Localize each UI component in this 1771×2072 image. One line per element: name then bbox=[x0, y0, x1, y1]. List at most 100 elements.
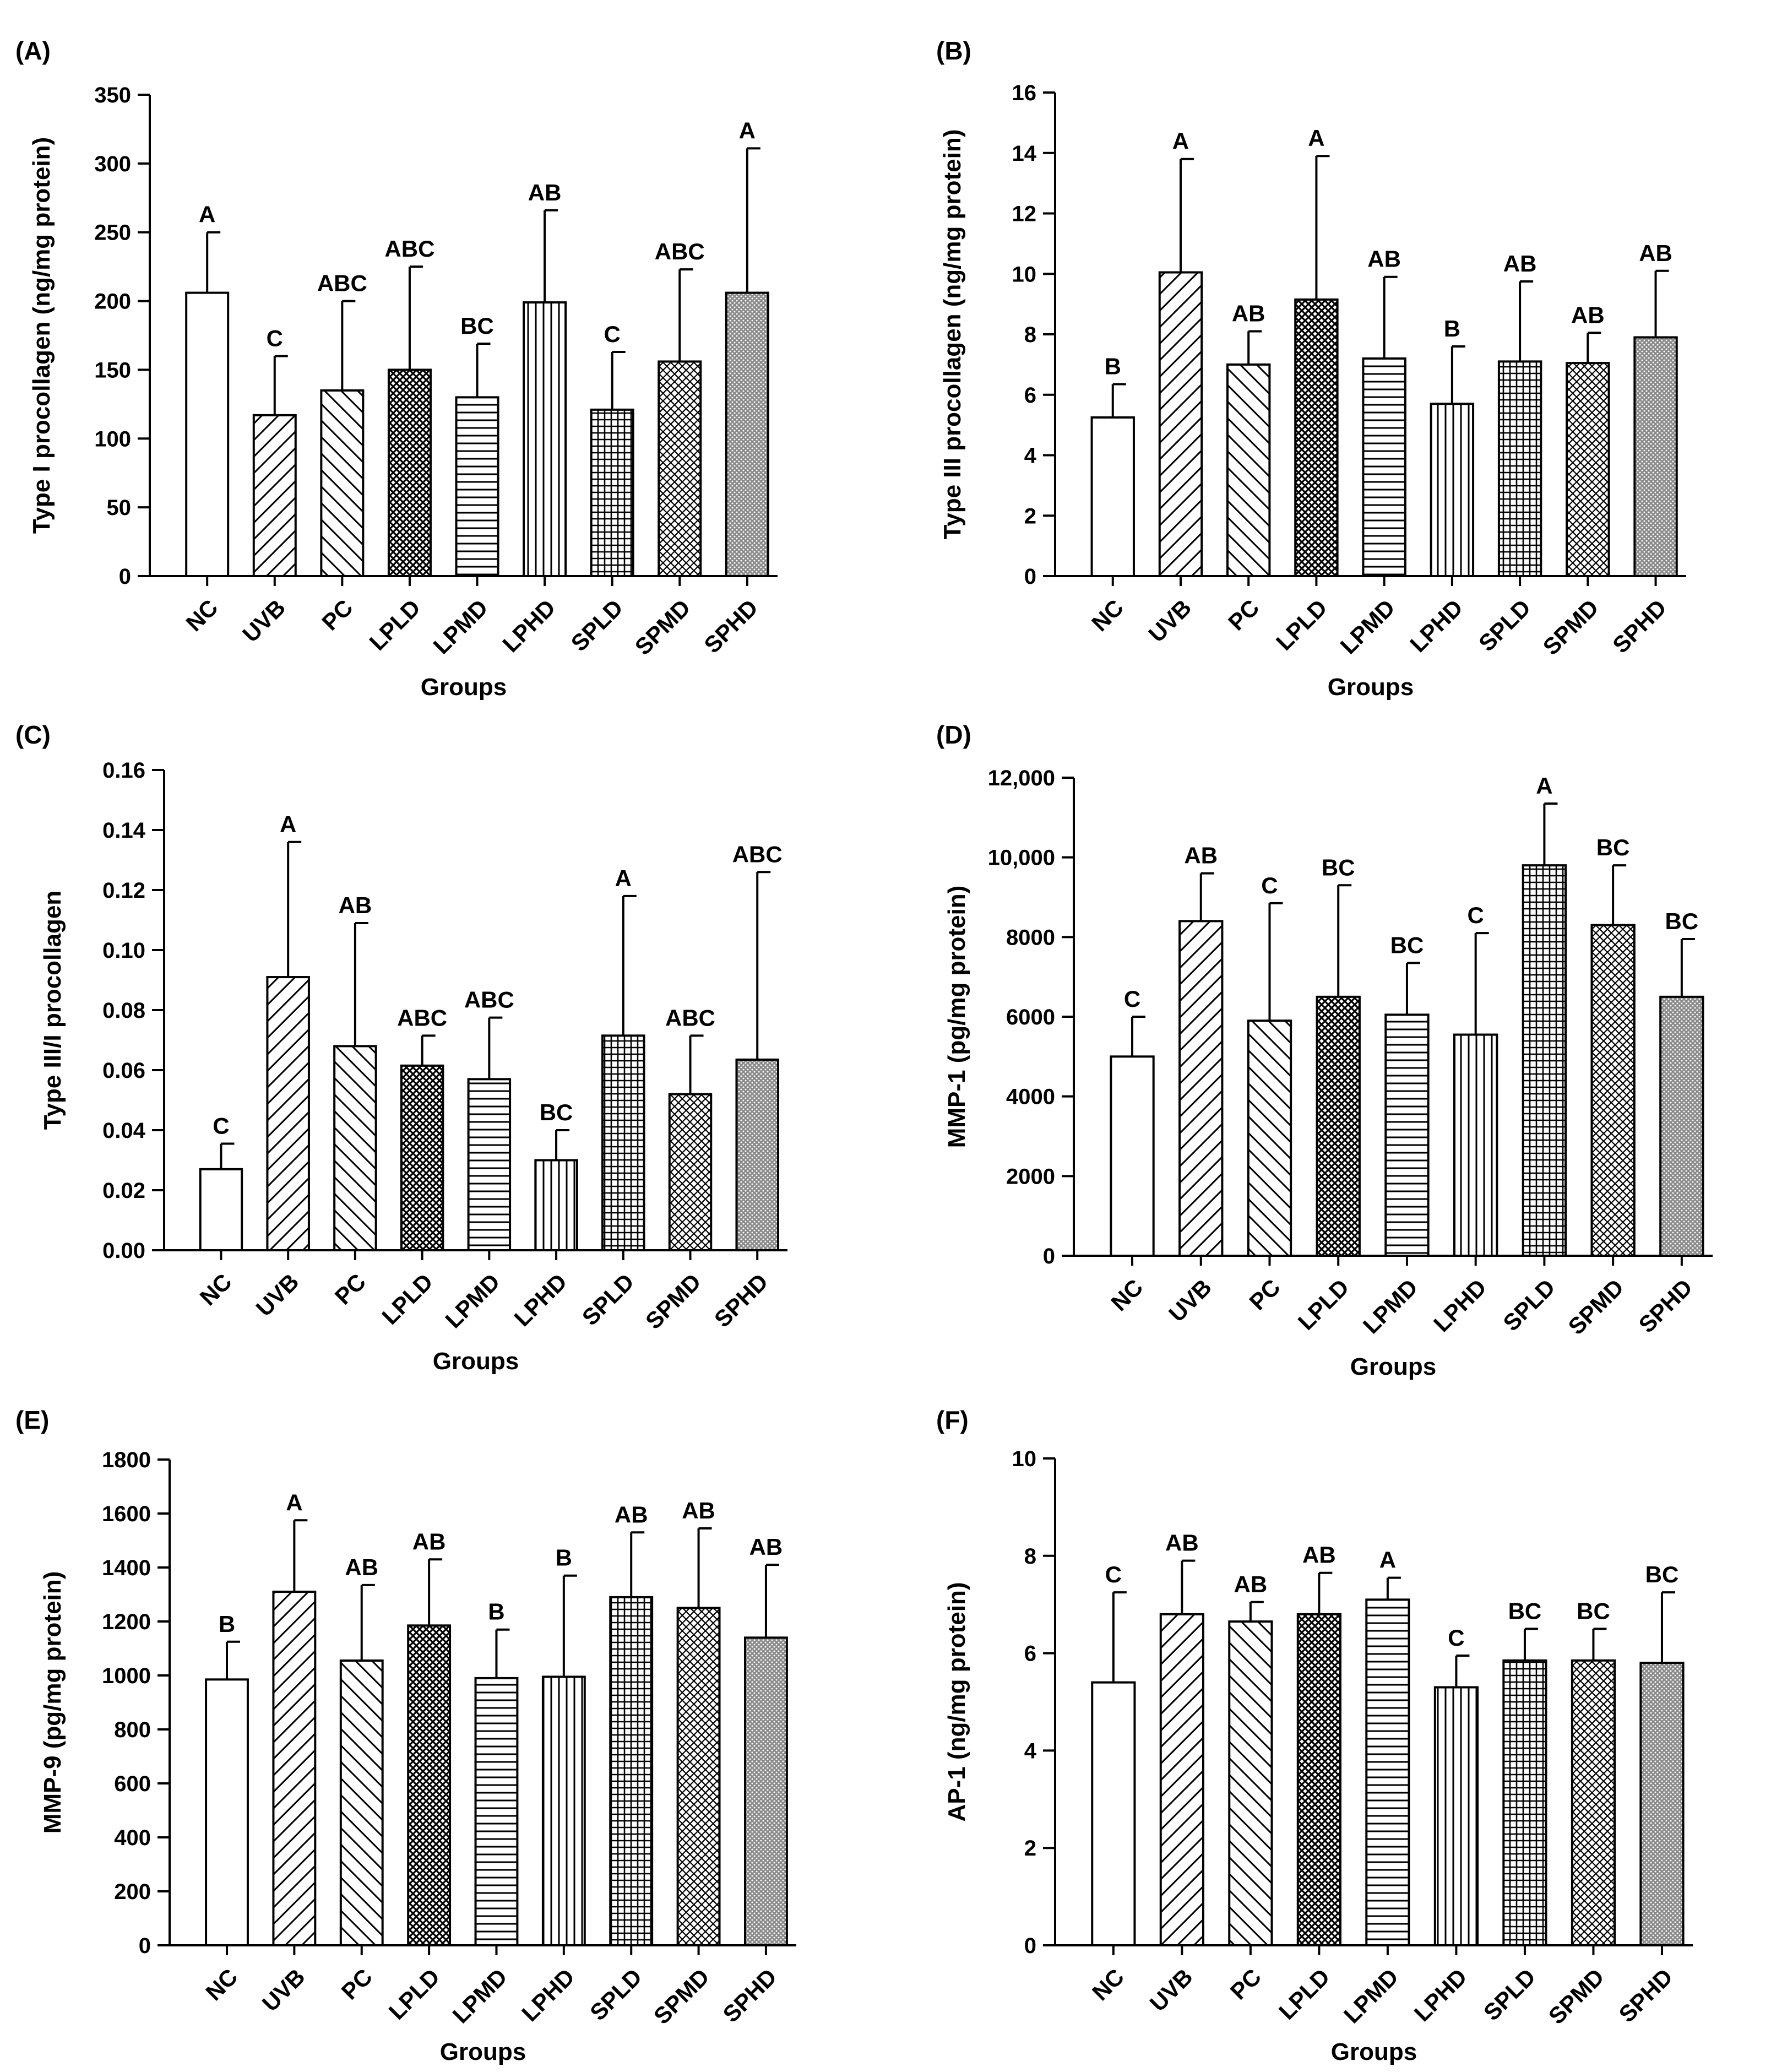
bar-spld bbox=[590, 408, 634, 577]
x-tick-label: NC bbox=[181, 594, 222, 636]
x-tick-label: NC bbox=[200, 1963, 242, 2005]
y-axis-title: MMP-9 (pg/mg protein) bbox=[39, 1571, 66, 1834]
bar-lpld bbox=[1296, 1613, 1341, 1946]
significance-label: AB bbox=[345, 1554, 378, 1580]
x-tick-label: SPHD bbox=[1607, 594, 1671, 658]
y-tick-label: 0 bbox=[1024, 565, 1036, 589]
y-tick-label: 4 bbox=[1024, 1739, 1037, 1763]
significance-label: AB bbox=[1165, 1530, 1199, 1556]
y-tick-label: 16 bbox=[1012, 81, 1037, 105]
x-tick-label: PC bbox=[330, 1268, 371, 1310]
significance-label: B bbox=[488, 1599, 504, 1625]
x-tick-label: UVB bbox=[1145, 1963, 1198, 2016]
bar-uvb bbox=[1178, 920, 1224, 1257]
y-tick-label: 350 bbox=[94, 83, 131, 107]
y-tick-label: 4 bbox=[1024, 444, 1037, 468]
x-axis-title: Groups bbox=[421, 674, 507, 701]
bar-sphd bbox=[725, 291, 769, 577]
bar-sphd bbox=[744, 1636, 788, 1946]
y-tick-label: 6000 bbox=[1006, 1005, 1055, 1029]
y-tick-label: 0.12 bbox=[102, 878, 145, 903]
bar-pc bbox=[1247, 1019, 1292, 1257]
significance-label: C bbox=[604, 321, 621, 347]
bar-lpld bbox=[400, 1064, 444, 1251]
bar-lphd bbox=[1433, 1686, 1479, 1946]
bar-spld bbox=[1502, 1659, 1547, 1947]
significance-label: BC bbox=[460, 313, 494, 339]
x-tick-label: SPHD bbox=[699, 594, 763, 658]
significance-label: ABC bbox=[464, 987, 514, 1013]
x-tick-label: NC bbox=[1106, 1274, 1148, 1316]
x-tick-label: LPLD bbox=[384, 1963, 445, 2025]
significance-label: A bbox=[199, 202, 215, 227]
bar-lphd bbox=[541, 1675, 586, 1946]
chart-panel: (B) 0 2 4 6 8 10 12 14 16 Type III procollagen (ng… bbox=[936, 36, 1686, 701]
bar-pc bbox=[1228, 1620, 1273, 1946]
bar-spld bbox=[601, 1034, 645, 1251]
significance-label: AB bbox=[1639, 240, 1672, 266]
significance-label: ABC bbox=[665, 1005, 715, 1030]
panel-label: (A) bbox=[15, 36, 51, 65]
significance-label: ABC bbox=[397, 1005, 447, 1030]
y-tick-label: 4000 bbox=[1006, 1085, 1055, 1109]
x-tick-label: UVB bbox=[1143, 594, 1196, 647]
significance-label: AB bbox=[1234, 1571, 1268, 1597]
bar-lpmd bbox=[455, 396, 499, 577]
significance-label: BC bbox=[1645, 1561, 1679, 1587]
significance-label: B bbox=[1105, 354, 1121, 379]
x-tick-label: SPMD bbox=[630, 594, 696, 660]
x-tick-label: UVB bbox=[251, 1268, 304, 1321]
x-tick-label: PC bbox=[317, 594, 358, 636]
y-tick-label: 6 bbox=[1024, 383, 1036, 408]
significance-label: C bbox=[1448, 1625, 1464, 1651]
bar-uvb bbox=[1159, 1613, 1204, 1946]
bar-lphd bbox=[534, 1159, 578, 1251]
significance-label: ABC bbox=[655, 238, 705, 264]
x-tick-label: SPLD bbox=[566, 594, 628, 656]
bar-pc bbox=[333, 1045, 377, 1252]
y-tick-label: 10 bbox=[1012, 1447, 1037, 1471]
bar-nc bbox=[205, 1678, 249, 1947]
y-tick-label: 0.14 bbox=[102, 818, 146, 843]
bar-nc bbox=[185, 291, 230, 577]
significance-label: AB bbox=[682, 1498, 715, 1523]
x-tick-label: SPHD bbox=[718, 1963, 782, 2027]
panel-label: (D) bbox=[936, 720, 971, 749]
chart-panel: (A) 0 50 100 150 200 250 300 350 Type I procollag… bbox=[15, 36, 778, 701]
significance-label: B bbox=[219, 1611, 235, 1637]
x-axis-title: Groups bbox=[440, 2038, 526, 2065]
y-tick-label: 400 bbox=[114, 1826, 151, 1850]
x-tick-label: SPMD bbox=[1538, 594, 1604, 660]
bar-lpld bbox=[407, 1624, 452, 1947]
bar-spmd bbox=[1571, 1659, 1616, 1947]
y-tick-label: 1200 bbox=[102, 1610, 151, 1634]
chart-panel: (E) 0 200 400 600 800 1000 1200 1400 1600 1800 MMP-… bbox=[15, 1406, 796, 2065]
bar-uvb bbox=[252, 414, 297, 577]
significance-label: AB bbox=[339, 892, 372, 918]
y-tick-label: 8 bbox=[1024, 1544, 1036, 1569]
chart-panel: (C) 0.00 0.02 0.04 0.06 0.08 0.10 0.12 0.14 0.16 T… bbox=[15, 720, 787, 1375]
x-tick-label: LPMD bbox=[1339, 1963, 1403, 2028]
significance-label: AB bbox=[1232, 301, 1265, 327]
y-tick-label: 1400 bbox=[102, 1556, 151, 1580]
significance-label: AB bbox=[1367, 246, 1401, 272]
significance-label: C bbox=[1105, 1561, 1122, 1587]
bar-spld bbox=[609, 1596, 654, 1946]
x-tick-label: LPMD bbox=[447, 1963, 512, 2028]
significance-label: AB bbox=[528, 180, 562, 205]
bar-lpmd bbox=[1365, 1598, 1410, 1947]
y-tick-label: 0 bbox=[1043, 1244, 1055, 1268]
bar-sphd bbox=[1659, 995, 1704, 1257]
x-tick-label: LPHD bbox=[1405, 594, 1468, 657]
y-tick-label: 8 bbox=[1024, 323, 1036, 347]
x-tick-label: LPMD bbox=[440, 1268, 504, 1333]
significance-label: BC bbox=[1508, 1598, 1542, 1624]
x-axis-title: Groups bbox=[1331, 2038, 1417, 2065]
x-tick-label: LPHD bbox=[497, 594, 560, 657]
significance-label: AB bbox=[615, 1501, 648, 1527]
y-tick-label: 600 bbox=[114, 1772, 151, 1796]
y-tick-label: 200 bbox=[94, 290, 131, 314]
x-tick-label: LPHD bbox=[1428, 1274, 1491, 1337]
bar-nc bbox=[1091, 1681, 1136, 1946]
